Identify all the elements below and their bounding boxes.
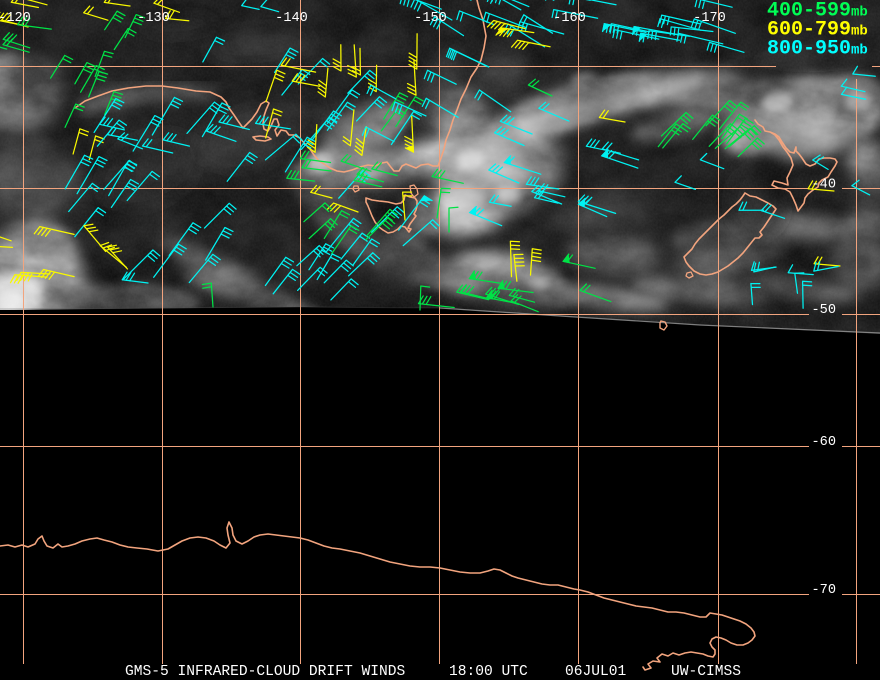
- svg-text:-120: -120: [0, 11, 31, 26]
- svg-text:-140: -140: [275, 11, 308, 26]
- svg-text:600-799mb: 600-799mb: [767, 19, 868, 42]
- svg-text:06JUL01: 06JUL01: [565, 664, 627, 680]
- svg-text:800-950mb: 800-950mb: [767, 38, 868, 61]
- svg-text:-170: -170: [693, 11, 726, 26]
- svg-text:-130: -130: [137, 11, 170, 26]
- svg-text:-150: -150: [414, 11, 447, 26]
- svg-text:-60: -60: [812, 435, 836, 450]
- svg-text:UW-CIMSS: UW-CIMSS: [671, 664, 741, 680]
- svg-text:400-599mb: 400-599mb: [767, 0, 868, 23]
- svg-text:18:00 UTC: 18:00 UTC: [449, 664, 528, 680]
- svg-text:GMS-5 INFRARED-CLOUD DRIFT WIN: GMS-5 INFRARED-CLOUD DRIFT WINDS: [125, 664, 405, 680]
- svg-text:-160: -160: [553, 11, 586, 26]
- svg-text:-50: -50: [812, 303, 836, 318]
- svg-text:-40: -40: [812, 178, 836, 193]
- svg-text:-70: -70: [812, 583, 836, 598]
